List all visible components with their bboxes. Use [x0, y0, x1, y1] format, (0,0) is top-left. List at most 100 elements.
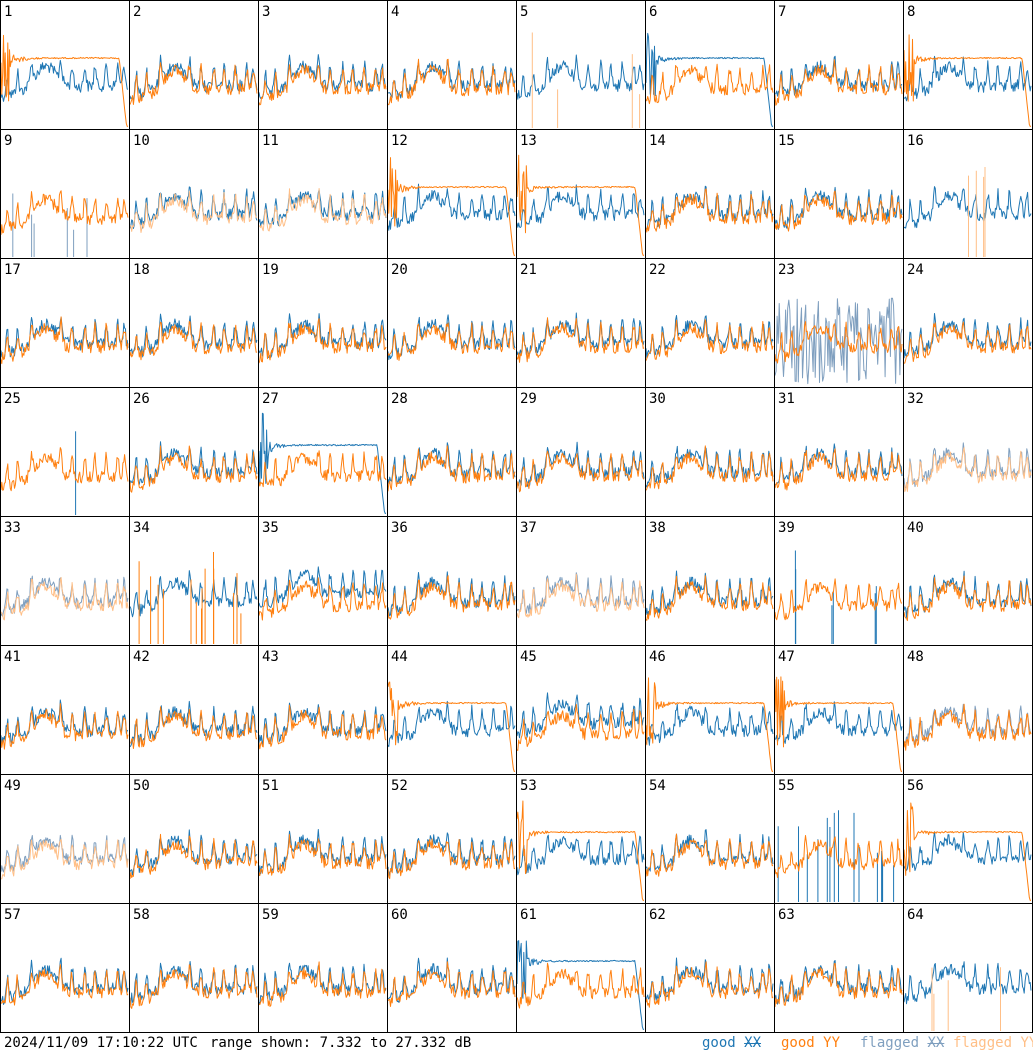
panel-62-yy-trace [645, 961, 774, 1008]
panel-18-label: 18 [133, 262, 150, 278]
panel-48-label: 48 [907, 649, 924, 665]
legend-good-xx-pol: XX [744, 1035, 762, 1051]
panel-6-yy-trace [645, 63, 774, 105]
panel-3-yy-trace [258, 64, 387, 106]
panel-49-xx-trace [0, 834, 129, 873]
panel-15-label: 15 [778, 133, 795, 149]
panel-10-label: 10 [133, 133, 150, 149]
panel-50-yy-trace [129, 833, 258, 880]
panel-17-yy-trace [0, 316, 129, 365]
panel-61-yy-trace [516, 962, 645, 1009]
panel-17-label: 17 [4, 262, 21, 278]
legend-good-yy-word: good [781, 1035, 815, 1051]
panel-6-label: 6 [649, 4, 657, 20]
panel-34-label: 34 [133, 520, 150, 536]
panel-59-xx-trace [258, 962, 387, 1005]
panel-4-label: 4 [391, 4, 399, 20]
panel-62-label: 62 [649, 907, 666, 923]
panel-2-label: 2 [133, 4, 141, 20]
panel-8-yy-trace [903, 34, 1031, 127]
panel-26-yy-trace [129, 445, 258, 493]
panel-5-label: 5 [520, 4, 528, 20]
panel-52-xx-trace [387, 832, 516, 877]
panel-31-xx-trace [774, 443, 903, 486]
panel-13-label: 13 [520, 133, 537, 149]
panel-27-label: 27 [262, 391, 279, 407]
panel-31-yy-trace [774, 448, 903, 491]
panel-19-label: 19 [262, 262, 279, 278]
panel-9-label: 9 [4, 133, 12, 149]
panel-28-xx-trace [387, 442, 516, 485]
panel-57-yy-trace [0, 964, 129, 1006]
panel-6-xx-trace [645, 32, 773, 127]
panel-29-yy-trace [516, 450, 645, 493]
panel-17-xx-trace [0, 316, 129, 359]
panel-63-xx-trace [774, 960, 903, 1005]
legend-flagged-yy-word: flagged [953, 1035, 1013, 1051]
panel-49-label: 49 [4, 778, 21, 794]
range-label: range shown: 7.332 to 27.332 dB [210, 1035, 472, 1051]
panel-27-yy-trace [258, 450, 387, 488]
panel-50-label: 50 [133, 778, 150, 794]
panel-60-label: 60 [391, 907, 408, 923]
panel-22-label: 22 [649, 262, 666, 278]
panel-46-yy-trace [645, 677, 773, 772]
panel-19-xx-trace [258, 313, 387, 358]
panel-44-label: 44 [391, 649, 408, 665]
panel-40-xx-trace [903, 570, 1032, 618]
panel-45-xx-trace [516, 692, 645, 739]
panel-5-border [516, 0, 646, 130]
panel-11-yy-trace [258, 188, 387, 232]
panel-7-yy-trace [774, 59, 903, 106]
panel-8-label: 8 [907, 4, 915, 20]
panel-16-label: 16 [907, 133, 924, 149]
legend-flagged-xx: flagged XX [860, 1035, 944, 1051]
panel-48-xx-trace [903, 703, 1032, 745]
panel-50-xx-trace [129, 829, 258, 876]
panel-56-label: 56 [907, 778, 924, 794]
panel-1-yy-trace [0, 34, 128, 127]
panel-53-xx-trace [516, 834, 645, 876]
panel-56-yy-trace [903, 802, 1031, 901]
panel-39-yy-trace [774, 578, 903, 621]
panel-12-label: 12 [391, 133, 408, 149]
legend-flagged-yy: flagged YY [953, 1035, 1033, 1051]
panel-46-xx-trace [645, 704, 774, 746]
panel-11-xx-trace [258, 189, 387, 227]
panel-47-xx-trace [774, 701, 903, 744]
panel-12-xx-trace [387, 183, 516, 231]
panel-44-xx-trace [387, 700, 516, 748]
panel-48-yy-trace [903, 703, 1032, 751]
panel-42-yy-trace [129, 706, 257, 749]
panel-41-label: 41 [4, 649, 21, 665]
panel-30-yy-trace [645, 445, 774, 491]
panel-8-border [903, 0, 1033, 130]
panel-41-yy-trace [0, 703, 129, 750]
panel-28-yy-trace [387, 445, 516, 492]
panel-37-yy-trace [516, 573, 645, 619]
panel-14-label: 14 [649, 133, 666, 149]
panel-25-yy-trace [0, 447, 129, 492]
panel-49-yy-trace [0, 838, 129, 880]
panel-16-xx-trace [903, 186, 1032, 229]
panel-12-yy-trace [387, 157, 515, 256]
panel-24-yy-trace [904, 321, 1032, 364]
panel-53-label: 53 [520, 778, 537, 794]
panel-60-yy-trace [387, 961, 516, 1007]
panel-56-xx-trace [903, 831, 1032, 871]
legend-flagged-yy-pol: YY [1020, 1035, 1033, 1051]
panel-21-yy-trace [516, 317, 645, 363]
panel-33-xx-trace [0, 575, 129, 617]
panel-40-yy-trace [903, 575, 1032, 622]
legend-flagged-xx-word: flagged [860, 1035, 920, 1051]
panel-55-xx-spikes [777, 810, 895, 902]
panel-24-xx-trace [903, 313, 1032, 359]
panel-4-yy-trace [387, 58, 516, 106]
panel-1-label: 1 [4, 4, 12, 20]
panel-61-label: 61 [520, 907, 537, 923]
panel-35-label: 35 [262, 520, 279, 536]
panel-2-border [129, 0, 259, 130]
panel-52-label: 52 [391, 778, 408, 794]
panel-27-xx-trace [258, 412, 386, 514]
